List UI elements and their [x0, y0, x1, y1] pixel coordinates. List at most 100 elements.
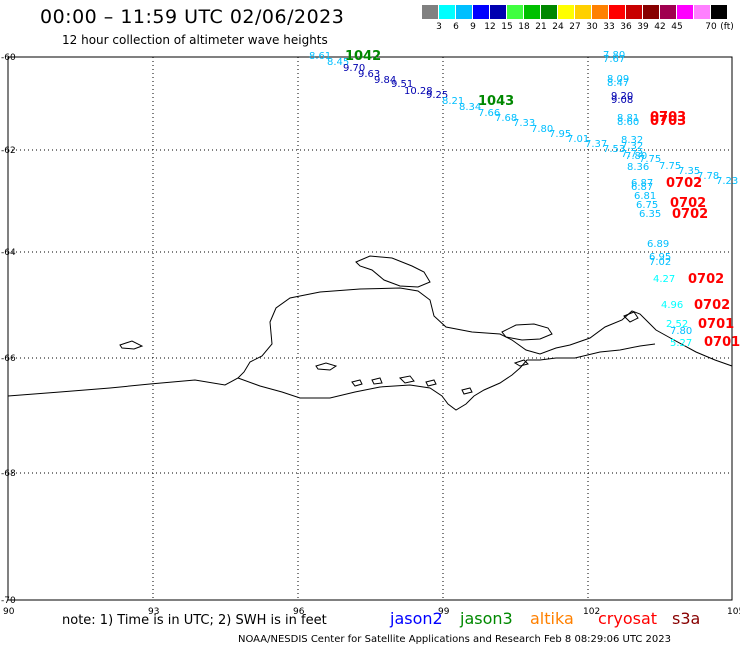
lat-label: -68: [1, 469, 16, 479]
wave-height-label: 7.37: [585, 139, 607, 150]
map-frame: [7, 56, 733, 601]
satellite-legend-jason3: jason3: [460, 609, 513, 628]
lat-label: -64: [1, 248, 16, 258]
colorbar-swatch: [592, 5, 608, 19]
wave-height-label: 6.89: [647, 239, 669, 250]
pass-time-label: 0702: [688, 272, 724, 287]
lat-label: -62: [1, 146, 16, 156]
wave-height-label: 9.25: [426, 90, 448, 101]
colorbar-swatch: [541, 5, 557, 19]
colorbar-swatch: [490, 5, 506, 19]
wave-height-label: 8.34: [459, 102, 481, 113]
colorbar-unit: (ft): [720, 22, 734, 32]
footnote: note: 1) Time is in UTC; 2) SWH is in fe…: [62, 613, 327, 628]
pass-time-labels: 1042104307030703070207020702070207020701…: [345, 49, 740, 350]
colorbar-swatch: [558, 5, 574, 19]
wave-height-label: 4.27: [653, 274, 675, 285]
wave-height-label: 7.35: [678, 166, 700, 177]
wave-height-label: 7.75: [639, 154, 661, 165]
colorbar-swatch: [711, 5, 727, 19]
colorbar-tick-label: 27: [569, 22, 581, 32]
credit-line: NOAA/NESDIS Center for Satellite Applica…: [238, 634, 671, 645]
colorbar-swatch: [422, 5, 438, 19]
graticule: [8, 57, 732, 600]
wave-height-label: 9.63: [358, 69, 380, 80]
wave-height-label: 4.96: [661, 300, 683, 311]
pass-time-label: 0702: [670, 196, 706, 211]
colorbar-swatch: [694, 5, 710, 19]
satellite-legend-jason2: jason2: [390, 609, 443, 628]
colorbar-swatch: [677, 5, 693, 19]
wave-height-label: 7.80: [531, 124, 553, 135]
colorbar-swatch: [473, 5, 489, 19]
colorbar-tick-label: 36: [620, 22, 632, 32]
colorbar-swatch: [507, 5, 523, 19]
pass-time-label: 1043: [478, 94, 514, 109]
lon-label: 102: [583, 607, 600, 617]
colorbar-tick-label: 42: [654, 22, 666, 32]
lat-label: -66: [1, 354, 16, 364]
colorbar-tick-label: 9: [470, 22, 476, 32]
colorbar-tick-label: 18: [518, 22, 530, 32]
lat-label: -70: [1, 596, 16, 606]
wave-height-label: 6.81: [634, 191, 656, 202]
colorbar-tick-label: 15: [501, 22, 513, 32]
colorbar-swatch: [643, 5, 659, 19]
wave-height-label: 9.70: [343, 63, 365, 74]
wave-height-label: 7.78: [697, 171, 719, 182]
antarctic-coastline: [7, 255, 733, 411]
wave-height-label: 2.52: [666, 319, 688, 330]
wave-height-label: 7.23: [716, 176, 738, 187]
lon-label: 99: [438, 607, 450, 617]
wave-height-label: 8.47: [607, 78, 629, 89]
wave-height-label: 7.66: [478, 108, 500, 119]
satellite-legend-altika: altika: [530, 609, 574, 628]
wave-height-labels: 8.618.459.709.639.849.5110.289.258.218.3…: [309, 50, 738, 349]
wave-height-label: 7.68: [495, 113, 517, 124]
wave-height-label: 8.21: [442, 96, 464, 107]
wave-height-label: 7.73: [621, 149, 643, 160]
wave-height-label: 9.20: [611, 91, 633, 102]
pass-time-label: 0703: [650, 114, 686, 129]
colorbar-tick-label: 21: [535, 22, 547, 32]
wave-height-label: 5.27: [670, 338, 692, 349]
map-title: 00:00 – 11:59 UTC 02/06/2023: [40, 6, 345, 28]
wave-height-label: 6.35: [639, 209, 661, 220]
wave-height-label: 6.87: [631, 182, 653, 193]
colorbar-tick-label: 45: [671, 22, 683, 32]
longitude-labels: 90 93 96 99 102 105: [3, 607, 740, 617]
lon-label: 90: [3, 607, 15, 617]
wave-height-label: 9.08: [611, 95, 633, 106]
latitude-labels: -60 -62 -64 -66 -68 -70: [1, 53, 16, 606]
lon-label: 96: [293, 607, 305, 617]
wave-height-label: 8.60: [617, 117, 639, 128]
wave-height-label: 7.67: [603, 54, 625, 65]
colorbar-tick-label: 70: [705, 22, 717, 32]
wave-height-label: 7.32: [621, 141, 643, 152]
wave-height-label: 7.95: [549, 129, 571, 140]
wave-height-label: 6.95: [649, 252, 671, 263]
wave-height-label: 9.51: [391, 79, 413, 90]
lat-label: -60: [1, 53, 16, 63]
wave-height-label: 8.81: [617, 113, 639, 124]
colorbar-tick-label: 3: [436, 22, 442, 32]
wave-height-label: 6.75: [636, 200, 658, 211]
map-subtitle: 12 hour collection of altimeter wave hei…: [62, 33, 328, 47]
colorbar-tick-label: 6: [453, 22, 459, 32]
colorbar-swatch: [609, 5, 625, 19]
colorbar-swatch: [439, 5, 455, 19]
wave-height-label: 7.80: [670, 326, 692, 337]
colorbar-swatch: [524, 5, 540, 19]
pass-time-label: 0702: [672, 207, 708, 222]
pass-time-label: 0701: [698, 317, 734, 332]
wave-height-label: 8.45: [327, 57, 349, 68]
colorbar-tick-label: 12: [484, 22, 496, 32]
pass-time-label: 0703: [650, 110, 686, 125]
colorbar-swatch: [456, 5, 472, 19]
wave-height-label: 8.09: [607, 74, 629, 85]
pass-time-label: 0702: [694, 298, 730, 313]
colorbar-tick-label: 39: [637, 22, 649, 32]
satellite-legend-s3a: s3a: [672, 609, 701, 628]
wave-height-label: 10.28: [404, 86, 433, 97]
